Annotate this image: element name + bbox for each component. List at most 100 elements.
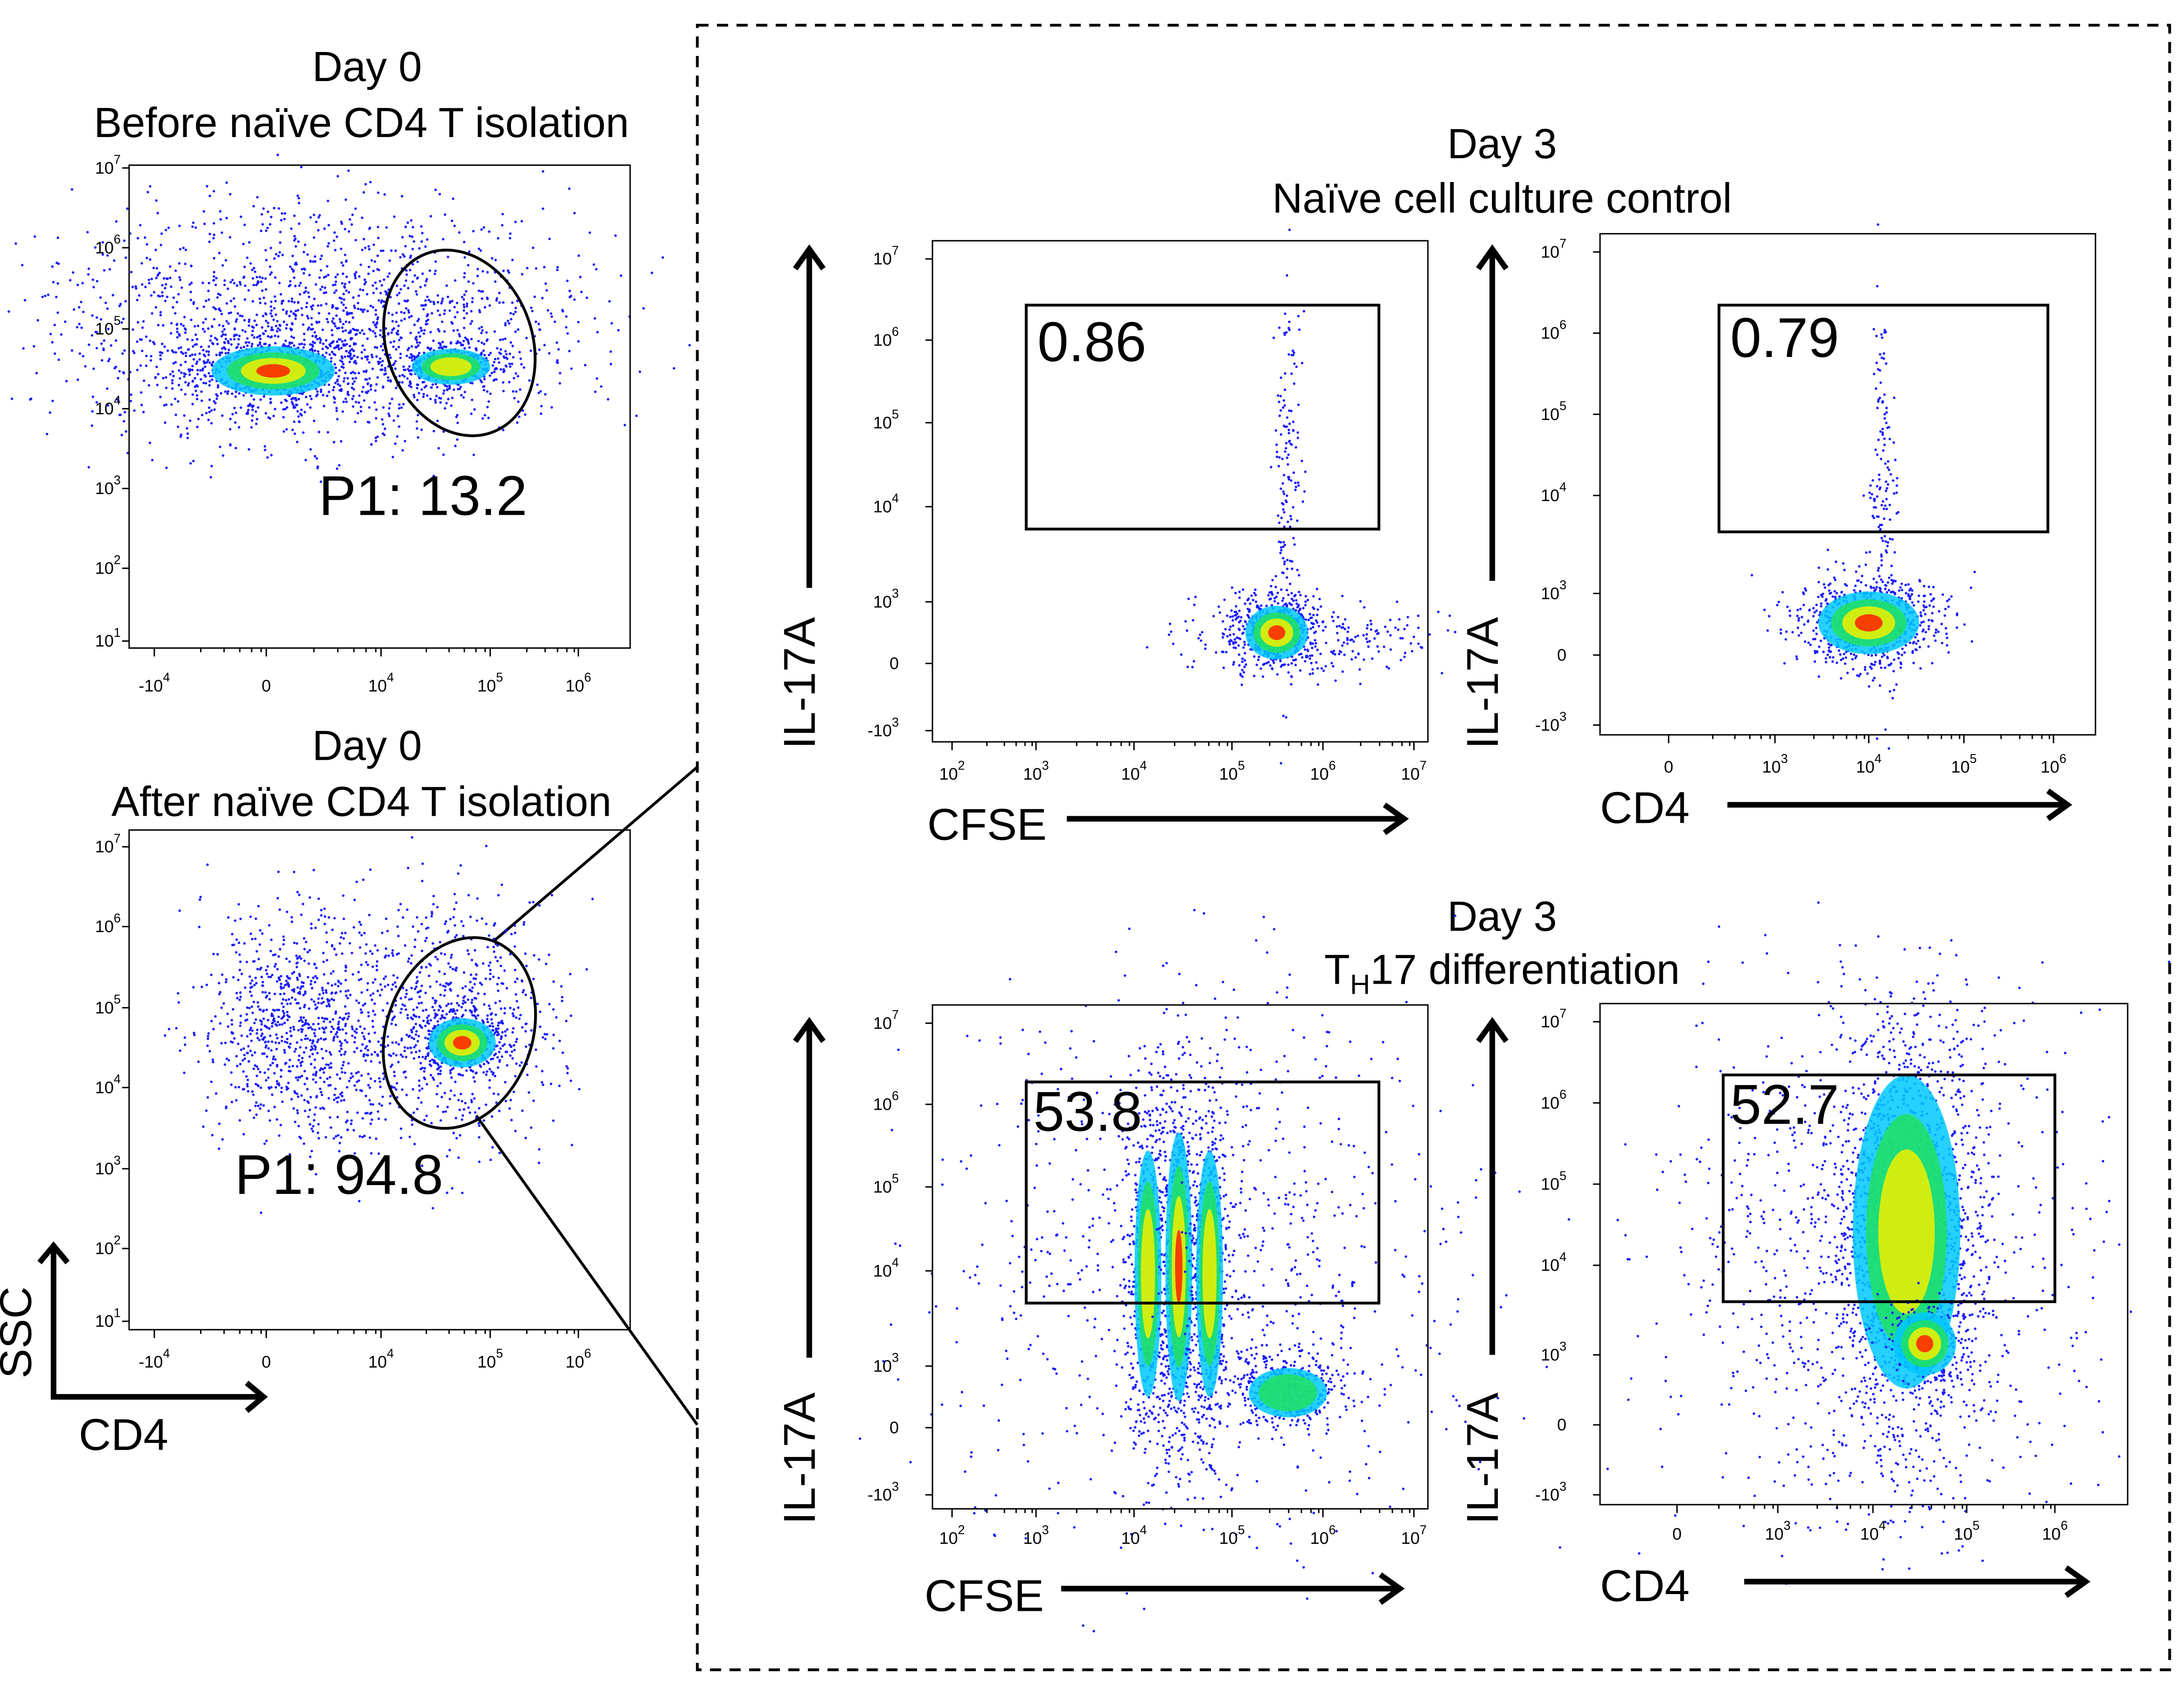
- event-dot: [440, 346, 443, 349]
- event-dot: [221, 973, 224, 976]
- event-dot: [260, 1023, 263, 1026]
- event-dot: [324, 1026, 327, 1029]
- event-dot: [319, 1107, 322, 1110]
- event-dot: [608, 300, 611, 303]
- event-dot: [243, 1054, 246, 1056]
- event-dot: [319, 257, 322, 260]
- event-dot: [419, 327, 422, 329]
- event-dot: [423, 304, 427, 307]
- event-dot: [1320, 667, 1323, 670]
- event-dot: [289, 283, 292, 286]
- event-dot: [411, 1123, 414, 1126]
- event-dot: [416, 276, 419, 279]
- event-dot: [285, 1032, 288, 1034]
- event-dot: [389, 1095, 392, 1098]
- event-dot: [428, 1030, 431, 1033]
- event-dot: [370, 353, 373, 357]
- event-dot: [253, 960, 256, 963]
- event-dot: [268, 998, 271, 1001]
- event-dot: [1274, 575, 1278, 578]
- event-dot: [238, 968, 241, 971]
- event-dot: [348, 312, 351, 315]
- event-dot: [248, 324, 250, 327]
- event-dot: [416, 1040, 420, 1043]
- event-dot: [542, 207, 545, 210]
- event-dot: [403, 255, 406, 258]
- event-dot: [239, 283, 242, 286]
- event-dot: [387, 333, 390, 336]
- event-dot: [420, 1001, 423, 1004]
- event-dot: [458, 231, 461, 234]
- event-dot: [80, 326, 83, 329]
- event-dot: [207, 1037, 209, 1040]
- event-dot: [452, 1131, 455, 1134]
- event-dot: [232, 297, 235, 300]
- event-dot: [286, 983, 290, 986]
- event-dot: [504, 1034, 507, 1037]
- event-dot: [219, 351, 222, 354]
- event-dot: [238, 426, 241, 429]
- event-dot: [278, 1041, 281, 1045]
- event-dot: [516, 375, 520, 378]
- event-dot: [235, 1055, 238, 1058]
- event-dot: [381, 349, 384, 352]
- event-dot: [1400, 658, 1402, 662]
- event-dot: [245, 412, 248, 415]
- event-dot: [307, 291, 310, 294]
- event-dot: [1389, 634, 1392, 637]
- event-dot: [345, 320, 348, 323]
- event-dot: [273, 207, 275, 209]
- event-dot: [591, 897, 594, 900]
- event-dot: [303, 1070, 306, 1073]
- event-dot: [267, 1086, 270, 1089]
- event-dot: [301, 342, 303, 346]
- event-dot: [342, 363, 345, 366]
- event-dot: [339, 338, 342, 341]
- tick-exp: 7: [114, 153, 121, 167]
- event-dot: [1285, 456, 1289, 459]
- event-dot: [342, 400, 345, 403]
- event-dot: [1301, 500, 1304, 503]
- event-dot: [436, 1085, 439, 1088]
- event-dot: [291, 1065, 294, 1067]
- event-dot: [327, 916, 331, 919]
- event-dot: [378, 1077, 381, 1080]
- event-dot: [443, 994, 446, 997]
- event-dot: [289, 1030, 292, 1033]
- event-dot: [249, 932, 253, 935]
- event-dot: [314, 975, 317, 978]
- event-dot: [520, 363, 523, 366]
- event-dot: [104, 301, 107, 305]
- event-dot: [541, 1070, 544, 1073]
- event-dot: [531, 246, 535, 249]
- event-dot: [1280, 433, 1282, 436]
- event-dot: [139, 364, 142, 367]
- event-dot: [261, 981, 264, 984]
- event-dot: [492, 1029, 495, 1032]
- event-dot: [404, 944, 407, 947]
- event-dot: [189, 419, 192, 422]
- event-dot: [464, 985, 467, 988]
- event-dot: [461, 494, 464, 498]
- event-dot: [256, 968, 259, 970]
- event-dot: [462, 924, 465, 927]
- event-dot: [360, 978, 363, 981]
- event-dot: [285, 957, 288, 960]
- event-dot: [423, 332, 425, 335]
- event-dot: [329, 1020, 331, 1023]
- event-dot: [482, 385, 485, 388]
- event-dot: [577, 320, 580, 323]
- event-dot: [1300, 460, 1304, 462]
- event-dot: [453, 936, 457, 939]
- event-dot: [287, 1082, 290, 1085]
- event-dot: [291, 397, 294, 400]
- event-dot: [260, 975, 263, 978]
- event-dot: [453, 892, 456, 896]
- event-dot: [270, 335, 273, 338]
- event-dot: [313, 1032, 316, 1035]
- event-dot: [408, 957, 410, 960]
- event-dot: [161, 284, 164, 287]
- event-dot: [1417, 642, 1420, 645]
- event-dot: [421, 862, 424, 865]
